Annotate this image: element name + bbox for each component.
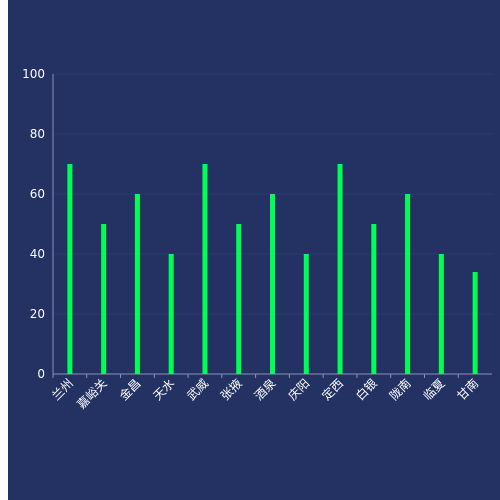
y-tick-label: 20 (30, 307, 45, 321)
bar (202, 164, 208, 374)
bar (67, 164, 73, 374)
bar (337, 164, 343, 374)
x-tick-label: 兰州 (49, 376, 76, 403)
chart-background (8, 0, 500, 500)
x-tick-label: 张掖 (218, 376, 245, 403)
x-tick-label: 白银 (352, 376, 380, 404)
y-tick-labels: 0 20 40 60 80 100 (22, 67, 45, 381)
y-tick-label: 0 (37, 367, 45, 381)
x-tick-label: 临夏 (421, 376, 448, 403)
y-tick-label: 100 (22, 67, 45, 81)
x-tick-label: 庆阳 (286, 376, 313, 403)
bar (270, 194, 275, 374)
bar (371, 224, 377, 374)
x-tick-label: 武威 (184, 376, 211, 403)
y-tick-label: 80 (30, 127, 45, 141)
bar (438, 254, 444, 374)
bar (101, 224, 107, 374)
y-tick-label: 40 (30, 247, 45, 261)
x-tick-label: 甘南 (454, 376, 482, 404)
bar (472, 272, 478, 374)
x-tick-label: 陇南 (386, 376, 414, 404)
x-tick-label: 金昌 (116, 376, 144, 404)
y-tick-label: 60 (30, 187, 45, 201)
bar (134, 194, 140, 374)
bar (168, 254, 174, 374)
x-tick-label: 天水 (150, 376, 177, 403)
x-tick-label: 酒泉 (252, 376, 279, 403)
bars (67, 164, 478, 374)
bar (236, 224, 242, 374)
x-tick-label: 嘉峪关 (74, 376, 109, 411)
bar (405, 194, 411, 374)
x-tick-label: 定西 (319, 376, 347, 404)
bar (303, 254, 309, 374)
